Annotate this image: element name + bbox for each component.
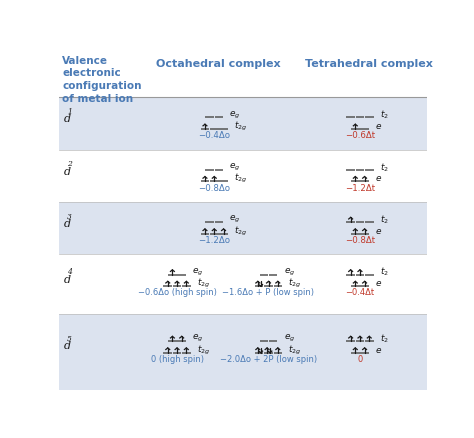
Text: d: d bbox=[64, 341, 71, 351]
Text: −0.8Δt: −0.8Δt bbox=[345, 236, 375, 245]
Text: $e_g$: $e_g$ bbox=[192, 267, 203, 278]
Text: $t_2$: $t_2$ bbox=[380, 266, 389, 279]
Text: Octahedral complex: Octahedral complex bbox=[156, 59, 281, 69]
Text: d: d bbox=[64, 219, 71, 229]
Text: $t_{2g}$: $t_{2g}$ bbox=[197, 277, 210, 290]
Text: $e_g$: $e_g$ bbox=[192, 333, 203, 344]
Text: $e_g$: $e_g$ bbox=[283, 333, 295, 344]
Text: $t_2$: $t_2$ bbox=[380, 332, 389, 345]
Text: −0.4Δo: −0.4Δo bbox=[198, 131, 230, 140]
Text: 0 (high spin): 0 (high spin) bbox=[151, 355, 203, 364]
Text: $e_g$: $e_g$ bbox=[229, 214, 241, 225]
Text: $t_{2g}$: $t_{2g}$ bbox=[288, 277, 301, 290]
Text: $t_2$: $t_2$ bbox=[380, 109, 389, 121]
Text: $t_{2g}$: $t_{2g}$ bbox=[234, 173, 247, 186]
Text: −1.6Δo + P (low spin): −1.6Δo + P (low spin) bbox=[222, 288, 315, 297]
Text: $e$: $e$ bbox=[375, 174, 382, 184]
Text: $e$: $e$ bbox=[375, 346, 382, 355]
Text: Valence
electronic
configuration
of metal ion: Valence electronic configuration of meta… bbox=[63, 56, 142, 104]
Text: d: d bbox=[64, 114, 71, 124]
Text: −2.0Δo + 2P (low spin): −2.0Δo + 2P (low spin) bbox=[220, 355, 317, 364]
Text: −0.8Δo: −0.8Δo bbox=[198, 184, 230, 193]
Bar bbox=[59, 202, 427, 254]
Text: 1: 1 bbox=[67, 108, 72, 116]
Text: $t_{2g}$: $t_{2g}$ bbox=[197, 344, 210, 357]
Text: −1.2Δt: −1.2Δt bbox=[345, 184, 375, 193]
Text: 3: 3 bbox=[67, 213, 72, 221]
Text: $e$: $e$ bbox=[375, 122, 382, 131]
Text: 4: 4 bbox=[67, 268, 72, 276]
Text: $e_g$: $e_g$ bbox=[229, 162, 241, 173]
Text: −0.4Δt: −0.4Δt bbox=[346, 288, 374, 297]
Bar bbox=[59, 97, 427, 150]
Text: $e_g$: $e_g$ bbox=[229, 110, 241, 120]
Text: $t_2$: $t_2$ bbox=[380, 213, 389, 226]
Text: $e$: $e$ bbox=[375, 279, 382, 288]
Text: $t_{2g}$: $t_{2g}$ bbox=[234, 120, 247, 133]
Text: −1.2Δo: −1.2Δo bbox=[198, 236, 230, 245]
Text: −0.6Δo (high spin): −0.6Δo (high spin) bbox=[137, 288, 217, 297]
Text: $e$: $e$ bbox=[375, 227, 382, 236]
Text: d: d bbox=[64, 275, 71, 285]
Text: 0: 0 bbox=[357, 355, 363, 364]
Text: $t_{2g}$: $t_{2g}$ bbox=[234, 225, 247, 238]
Text: $t_{2g}$: $t_{2g}$ bbox=[288, 344, 301, 357]
Bar bbox=[59, 254, 427, 314]
Bar bbox=[59, 314, 427, 390]
Text: d: d bbox=[64, 166, 71, 177]
Text: −0.6Δt: −0.6Δt bbox=[345, 131, 375, 140]
Text: Tetrahedral complex: Tetrahedral complex bbox=[305, 59, 433, 69]
Text: $e_g$: $e_g$ bbox=[283, 267, 295, 278]
Text: 5: 5 bbox=[67, 335, 72, 343]
Text: $t_2$: $t_2$ bbox=[380, 161, 389, 173]
Text: 2: 2 bbox=[67, 160, 72, 169]
Bar bbox=[59, 150, 427, 202]
